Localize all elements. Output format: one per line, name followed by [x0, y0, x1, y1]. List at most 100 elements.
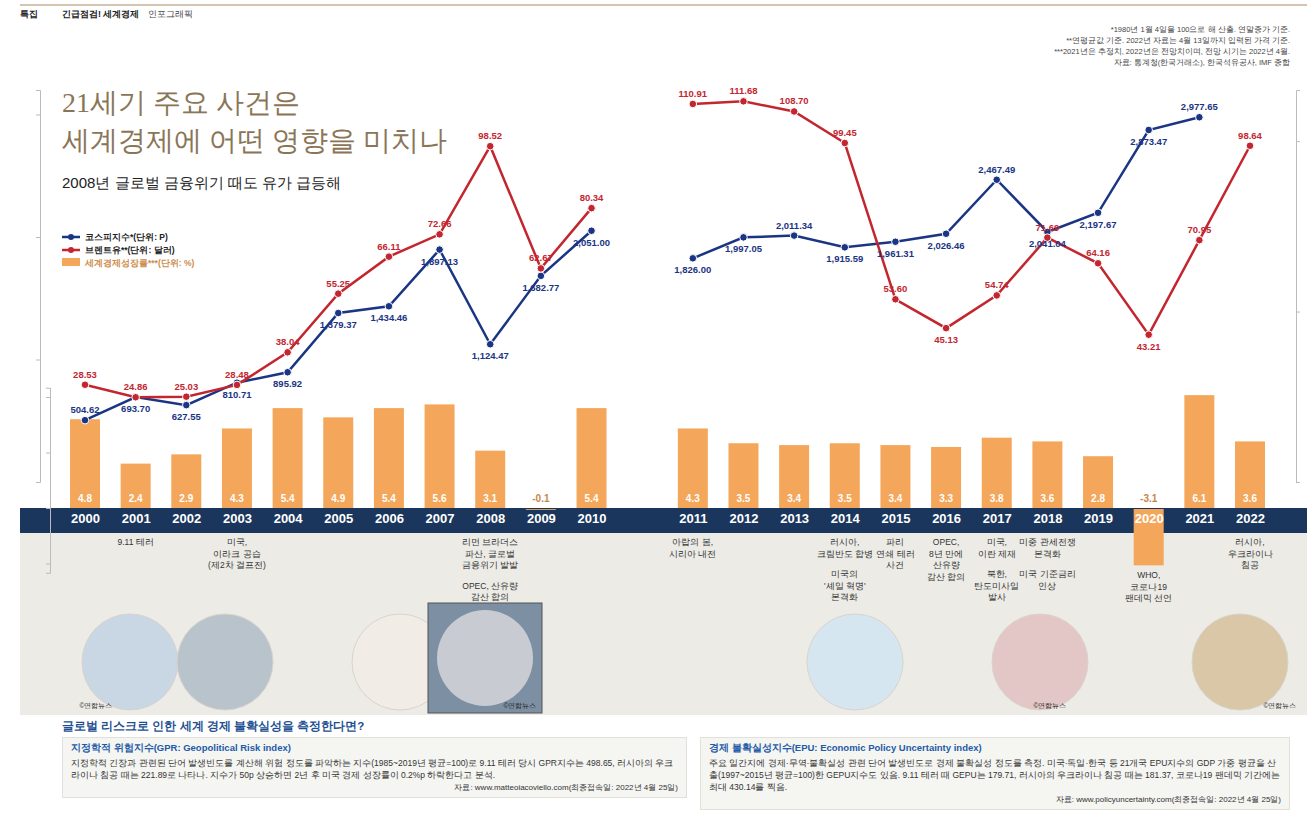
- data-label: 24.86: [124, 381, 148, 392]
- tick: 2008: [476, 508, 505, 526]
- photo: [437, 610, 533, 706]
- data-label: 2,051.00: [573, 237, 610, 248]
- bar: [678, 428, 708, 508]
- note: *1980년 1월 4일을 100으로 해 산출. 연말종가 기준.: [1111, 25, 1290, 34]
- bar: [577, 408, 607, 508]
- tick-label: 2021: [1185, 511, 1214, 526]
- photo: [177, 614, 273, 710]
- point: [689, 100, 697, 108]
- event-label: 미중 관세전쟁: [1019, 537, 1075, 547]
- bar: [323, 417, 353, 508]
- point: [385, 302, 393, 310]
- tick-label: 2009: [527, 511, 556, 526]
- data-label: 54.74: [985, 279, 1009, 290]
- event-label: 우크라이나: [1228, 549, 1273, 559]
- note: 자료: 통계청(한국거래소), 한국석유공사, IMF 종합: [1114, 58, 1291, 67]
- tick-label: 2017: [983, 511, 1012, 526]
- data-label: 810.71: [222, 389, 252, 400]
- photo-credit: ©연합뉴스: [80, 702, 113, 710]
- data-label: 110.91: [679, 88, 708, 99]
- point: [892, 238, 900, 246]
- legend-label: 브렌트유**(단위: 달러): [85, 245, 175, 255]
- bar: [374, 408, 404, 508]
- tick-label: 2010: [578, 511, 607, 526]
- subtitle: 2008년 글로벌 금융위기 때도 유가 급등해: [62, 174, 341, 191]
- event-label: 인상: [1038, 581, 1056, 591]
- data-label: 3.3: [939, 493, 953, 504]
- point: [385, 253, 393, 261]
- tick-mark: [46, 453, 50, 454]
- tick-mark: [46, 397, 50, 398]
- tick: 2002: [172, 508, 201, 526]
- point: [892, 295, 900, 303]
- data-label: 1,124.47: [472, 350, 509, 361]
- bar: [931, 447, 961, 508]
- data-label: 4.9: [331, 493, 345, 504]
- event-label: 발사: [988, 592, 1006, 602]
- data-label: 1,434.46: [370, 312, 407, 323]
- title: 세계경제에 어떤 영향을 미치나: [62, 125, 447, 156]
- bar: [880, 445, 910, 508]
- tick-mark: [1296, 482, 1300, 483]
- point: [790, 232, 798, 240]
- point: [81, 381, 89, 389]
- data-label: 3.8: [990, 493, 1004, 504]
- tick-label: 2000: [71, 511, 100, 526]
- tick-mark: [36, 482, 40, 483]
- data-label: 2,873.47: [1130, 136, 1167, 147]
- point: [334, 309, 342, 317]
- line-plot: [81, 98, 1254, 424]
- data-label: 4.3: [686, 493, 700, 504]
- bar: [779, 445, 809, 508]
- photo-credit: ©연합뉴스: [504, 702, 537, 710]
- bar: [1184, 395, 1214, 508]
- data-label: 99.45: [833, 127, 857, 138]
- event-label: (제2차 걸프전): [208, 560, 266, 570]
- data-label: 6.1: [1192, 493, 1206, 504]
- top-rule: [20, 5, 1307, 6]
- point: [841, 139, 849, 147]
- tick: 2013: [780, 508, 809, 526]
- tick: [46, 397, 50, 398]
- tick-label: 2019: [1084, 511, 1113, 526]
- point: [993, 292, 1001, 300]
- axis-line: [1297, 91, 1301, 483]
- event-label: 감산 합의: [927, 572, 965, 582]
- data-label: 53.60: [884, 283, 908, 294]
- point: [81, 416, 89, 424]
- data-label: 72.66: [428, 218, 452, 229]
- info-heading: 글로벌 리스크로 인한 세계 경제 불확실성을 측정한다면?: [62, 719, 364, 734]
- event-label: 연쇄 테러: [876, 549, 914, 559]
- point: [740, 234, 748, 242]
- tick: 2011: [679, 508, 707, 526]
- tick-label: 2015: [881, 511, 910, 526]
- tick: 2000: [71, 508, 100, 526]
- point: [334, 290, 342, 298]
- point: [740, 98, 748, 106]
- point: [284, 368, 292, 376]
- bar: [1083, 456, 1113, 508]
- data-label: 28.48: [225, 369, 249, 380]
- data-label: 1,961.31: [877, 248, 915, 259]
- point: [790, 108, 798, 116]
- bar: [830, 443, 860, 508]
- event-label: 본격화: [831, 592, 858, 602]
- tick-label: 2016: [932, 511, 961, 526]
- tick-label: 2002: [172, 511, 201, 526]
- tick: 2007: [426, 508, 455, 526]
- point: [1196, 113, 1204, 121]
- header-title: 긴급점검! 세계경제: [62, 9, 140, 19]
- tick: [1296, 312, 1300, 313]
- data-label: 2,197.67: [1080, 219, 1117, 230]
- events-background: [20, 533, 1307, 715]
- bar: [1032, 441, 1062, 508]
- tick-label: 2001: [122, 511, 151, 526]
- data-label: 108.70: [780, 95, 809, 106]
- info-box: 지정학적 위험지수(GPR: Geopolitical Risk index)지…: [62, 737, 687, 798]
- data-label: 55.25: [326, 278, 350, 289]
- info-source: 자료: www.policyuncertainty.com(최종접속일: 202…: [709, 794, 1281, 805]
- tick-label: 2008: [476, 511, 505, 526]
- point: [588, 204, 596, 212]
- axis-line: [36, 91, 41, 483]
- header-subtitle: 인포그래픽: [148, 9, 193, 19]
